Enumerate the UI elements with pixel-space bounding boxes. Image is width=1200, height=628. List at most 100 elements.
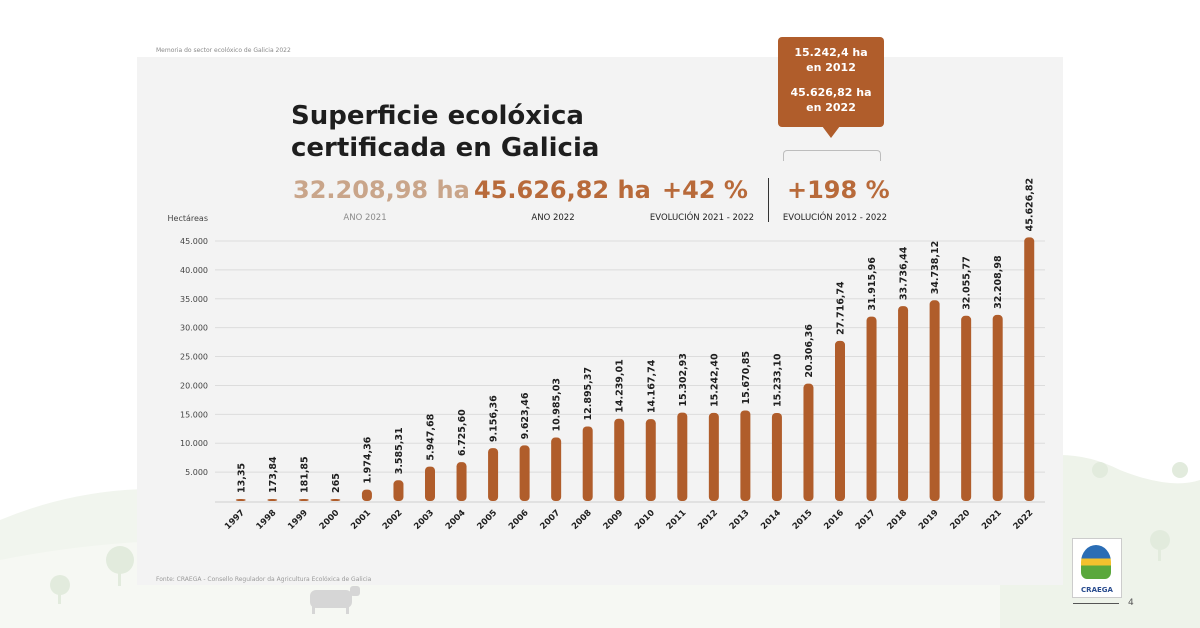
bar-2013 [740,410,751,501]
bar-2008 [582,426,593,501]
bar-value-label: 14.239,01 [615,359,626,413]
bar-value-label: 5.947,68 [426,413,437,460]
x-tick-label: 2015 [791,508,815,532]
logo-emblem-icon [1081,545,1111,579]
callout-pointer [822,126,840,138]
x-tick-label: 2008 [570,508,594,532]
bar-2016 [835,340,845,501]
callout-bracket [783,150,881,161]
bar-value-label: 9.623,46 [520,392,531,439]
bar-1998 [267,499,278,501]
callout-box: 15.242,4 ha en 2012 45.626,82 ha en 2022 [778,37,884,127]
page-number: 4 [1128,598,1134,608]
bar-2000 [330,499,341,501]
bar-value-label: 15.233,10 [772,353,783,407]
x-tick-label: 2002 [381,508,405,532]
y-tick-label: 40.000 [180,266,208,275]
bar-value-label: 31.915,96 [867,257,878,311]
x-tick-label: 2007 [538,508,562,532]
x-tick-label: 2013 [728,508,752,532]
bar-value-label: 9.156,36 [489,395,500,442]
kpi-2022-value: 45.626,82 ha [474,176,651,204]
title-line-1: Superficie ecolóxica [291,101,584,131]
bar-2011 [677,412,688,501]
logo-text: CRAEGA [1081,586,1113,594]
kpi-growth-2012-2022-label: EVOLUCIÓN 2012 - 2022 [782,213,888,223]
x-tick-label: 2001 [349,508,373,532]
bar-2020 [961,315,972,501]
bar-2012 [708,412,719,501]
bar-2018 [898,306,909,501]
kpi-2021-value: 32.208,98 ha [293,176,470,204]
x-tick-label: 2017 [854,508,878,532]
title-line-2: certificada en Galicia [291,133,600,163]
bar-value-label: 1.974,36 [362,436,373,483]
bar-value-label: 20.306,36 [804,324,815,378]
bar-value-label: 34.738,12 [930,241,941,295]
x-tick-label: 2010 [633,508,657,532]
x-tick-label: 2006 [507,508,531,532]
bar-2017 [866,316,877,501]
page-title: Superficie ecolóxica certificada en Gali… [291,100,599,164]
x-tick-label: 2020 [948,508,972,532]
bar-value-label: 32.055,77 [962,256,973,310]
x-tick-label: 2022 [1012,508,1036,532]
y-tick-label: 45.000 [180,237,208,246]
x-tick-label: 2003 [412,508,436,532]
bar-value-label: 33.736,44 [899,246,910,300]
callout-2012-year: en 2012 [806,61,856,74]
y-axis-label: Hectáreas [168,214,208,223]
bar-value-label: 173,84 [268,456,279,493]
bar-2007 [551,437,562,501]
bar-value-label: 15.302,93 [678,353,689,407]
bar-1999 [298,499,309,501]
x-tick-label: 1997 [223,508,247,532]
x-tick-label: 1998 [255,508,279,532]
bar-2002 [393,480,404,501]
bar-value-label: 265 [331,473,342,493]
bar-2010 [645,419,656,501]
kpi-2021-label: ANO 2021 [343,213,387,223]
bar-value-label: 32.208,98 [993,255,1004,309]
kpi-growth-2021-2022-value: +42 % [662,176,748,204]
bar-2003 [425,466,435,501]
bar-value-label: 45.626,82 [1025,178,1036,232]
y-tick-label: 25.000 [180,353,208,362]
bar-value-label: 15.242,40 [709,353,720,407]
x-tick-label: 2012 [696,508,720,532]
x-tick-label: 2011 [665,508,689,532]
kpi-growth-2021-2022-label: EVOLUCIÓN 2021 - 2022 [649,213,755,223]
bar-value-label: 10.985,03 [552,378,563,432]
bar-value-label: 27.716,74 [836,281,847,335]
x-tick-label: 2004 [444,508,468,532]
bar-2006 [519,445,530,501]
bar-2014 [771,412,782,501]
x-tick-label: 2005 [475,508,499,532]
x-tick-label: 2016 [822,508,846,532]
y-tick-label: 30.000 [180,324,208,333]
kpi-2022-label: ANO 2022 [531,213,575,223]
callout-2012-value: 15.242,4 ha [794,46,868,59]
x-tick-label: 2000 [318,508,342,532]
bar-2005 [488,448,499,501]
document-header: Memoria do sector ecolóxico de Galicia 2… [156,47,291,54]
bar-value-label: 12.895,37 [583,367,594,421]
kpi-divider [768,178,769,222]
craega-logo: CRAEGA [1072,538,1122,598]
bar-value-label: 6.725,60 [457,409,468,456]
x-tick-label: 2009 [602,508,626,532]
x-tick-label: 2018 [885,508,909,532]
bar-2001 [361,489,372,501]
source-note: Fonte: CRAEGA - Consello Regulador da Ag… [156,576,372,583]
y-tick-label: 15.000 [180,410,208,419]
x-tick-label: 1999 [286,508,310,532]
page-rule [1073,603,1119,604]
y-tick-label: 5.000 [185,468,208,477]
bar-2019 [929,300,940,501]
bar-value-label: 14.167,74 [646,359,657,413]
bar-value-label: 15.670,85 [741,351,752,405]
kpi-growth-2012-2022-value: +198 % [787,176,890,204]
callout-2022-year: en 2022 [806,101,856,114]
chart-panel [137,57,1063,585]
